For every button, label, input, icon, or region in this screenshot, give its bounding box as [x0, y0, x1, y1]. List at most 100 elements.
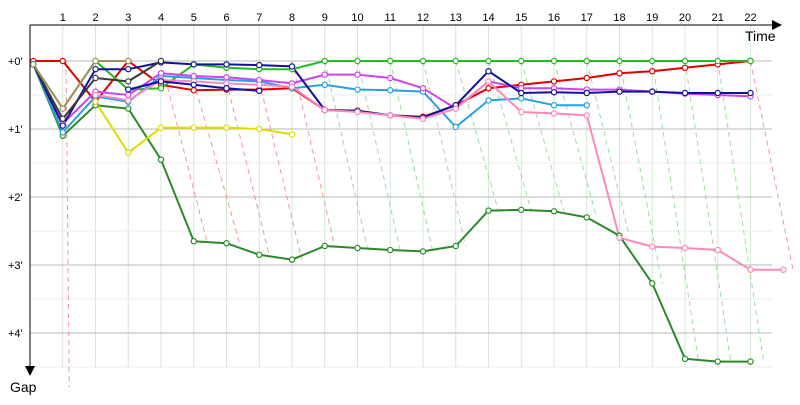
- connector-line: [488, 60, 532, 211]
- connector-line: [750, 60, 794, 270]
- data-point: [747, 57, 754, 65]
- data-point: [125, 78, 132, 85]
- data-point: [157, 57, 165, 65]
- x-tick-label: 16: [548, 12, 560, 24]
- data-point: [681, 244, 689, 252]
- data-point: [30, 61, 37, 68]
- data-point: [583, 112, 590, 119]
- data-point: [452, 57, 459, 65]
- data-point: [223, 61, 230, 68]
- data-point: [125, 105, 132, 112]
- x-tick-label: 6: [223, 12, 229, 24]
- data-point: [59, 115, 66, 123]
- series-line: [32, 60, 129, 110]
- data-point: [452, 123, 459, 131]
- data-point: [190, 61, 197, 68]
- connector-line: [586, 60, 630, 236]
- series-lines: [32, 60, 784, 363]
- data-point: [452, 105, 459, 112]
- data-point: [157, 156, 165, 163]
- x-axis-title: Time: [745, 28, 776, 44]
- series-line: [32, 64, 587, 134]
- data-point: [92, 91, 99, 99]
- x-tick-label: 7: [256, 12, 262, 24]
- connector-lines: [65, 60, 794, 388]
- y-tick-labels: +0' +1' +2' +3' +4': [8, 56, 23, 340]
- data-point: [419, 84, 427, 92]
- connector-line: [226, 81, 270, 255]
- y-axis-title: Gap: [10, 379, 37, 395]
- connector-line: [324, 60, 368, 249]
- data-point: [550, 110, 558, 117]
- connector-line: [684, 60, 732, 362]
- x-tick-label: 13: [450, 12, 462, 24]
- data-point: [321, 242, 328, 250]
- data-point: [157, 84, 165, 92]
- connector-line: [193, 81, 241, 244]
- data-point: [649, 243, 656, 250]
- data-point: [714, 89, 721, 97]
- data-point: [485, 97, 492, 104]
- data-point: [125, 65, 132, 73]
- y-tick-label: +2': [8, 192, 23, 204]
- data-point: [59, 57, 66, 65]
- data-point: [485, 207, 492, 214]
- data-point: [485, 67, 492, 75]
- data-point: [288, 83, 296, 91]
- data-point: [747, 358, 754, 365]
- data-point: [92, 74, 99, 82]
- data-point: [92, 98, 99, 106]
- y-tick-label: +0': [8, 56, 23, 68]
- x-tick-label: 9: [322, 12, 328, 24]
- data-point: [747, 266, 754, 273]
- x-tick-label: 15: [515, 12, 527, 24]
- data-point: [190, 81, 197, 89]
- connector-line: [455, 60, 499, 211]
- grid: [30, 25, 772, 368]
- data-point: [190, 87, 197, 94]
- data-point: [125, 57, 132, 65]
- x-tick-labels: 1 2 3 4 5 6 7 8 9 10 11 12 13 14 15 16 17 18 19 20 21 22: [60, 12, 757, 24]
- data-point: [518, 108, 525, 116]
- data-point: [125, 149, 132, 156]
- data-point: [321, 81, 328, 89]
- x-tick-label: 3: [125, 12, 131, 24]
- x-tick-label: 5: [191, 12, 197, 24]
- data-point: [256, 61, 263, 69]
- data-point: [583, 74, 590, 82]
- connector-line: [389, 60, 434, 252]
- data-point: [387, 246, 394, 254]
- data-point: [157, 70, 165, 77]
- data-point: [223, 240, 230, 247]
- data-point: [59, 129, 66, 136]
- data-point: [649, 88, 656, 95]
- x-tick-label: 12: [417, 12, 429, 24]
- data-point: [550, 78, 558, 85]
- x-tick-label: 10: [351, 12, 363, 24]
- x-tick-label: 22: [744, 12, 756, 24]
- x-tick-label: 11: [385, 12, 396, 24]
- data-point: [714, 57, 721, 65]
- y-axis-arrow: [25, 366, 35, 376]
- connector-line: [422, 60, 467, 247]
- data-point: [518, 57, 525, 65]
- x-tick-label: 4: [158, 12, 164, 24]
- data-point: [157, 124, 165, 131]
- data-point: [681, 57, 689, 65]
- data-point: [550, 101, 558, 109]
- data-point: [288, 256, 296, 263]
- connector-line: [717, 60, 765, 362]
- data-point: [321, 106, 328, 114]
- data-point: [649, 280, 656, 287]
- data-point: [125, 97, 132, 104]
- data-point: [387, 87, 394, 94]
- data-point: [354, 86, 361, 93]
- data-point: [387, 112, 394, 119]
- y-tick-label: +3': [8, 260, 23, 272]
- data-point: [354, 108, 361, 116]
- data-point: [256, 87, 263, 95]
- x-tick-label: 18: [613, 12, 625, 24]
- data-point: [616, 57, 623, 65]
- data-point: [616, 70, 623, 77]
